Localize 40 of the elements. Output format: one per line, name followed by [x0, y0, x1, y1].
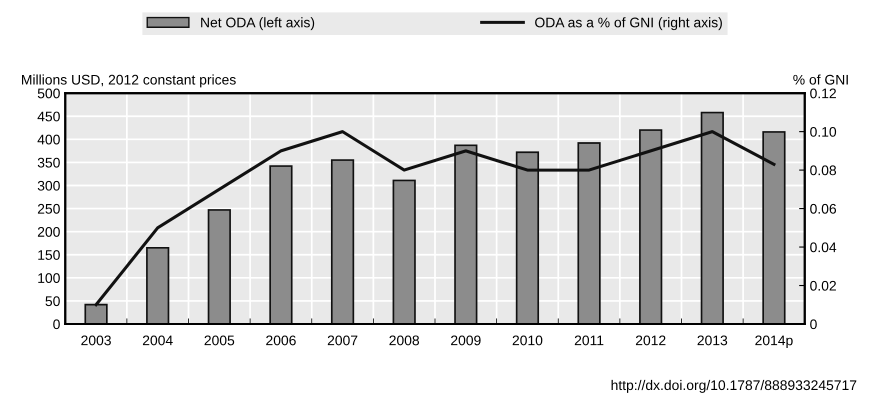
x-tick-label: 2006	[266, 335, 296, 346]
x-tick-label: 2004	[142, 335, 173, 346]
y-tick-label: 150	[38, 250, 60, 260]
y2-tick-label: 0	[810, 319, 817, 330]
x-tick-label: 2012	[636, 335, 666, 346]
x-tick-label: 2013	[698, 335, 728, 346]
x-tick-label: 2011	[574, 335, 604, 346]
y2-tick-label: 0.08	[810, 165, 836, 176]
x-tick-label: 2007	[328, 335, 358, 346]
bar	[392, 180, 416, 324]
bar	[269, 165, 293, 324]
legend-label: ODA as a % of GNI (right axis)	[535, 17, 722, 30]
y-tick-label: 450	[38, 112, 60, 122]
y-tick-label: 200	[38, 226, 60, 237]
bar	[330, 159, 354, 324]
y-tick-label: 50	[45, 296, 60, 306]
x-tick-label: 2003	[81, 335, 111, 346]
bar	[208, 209, 231, 324]
y-tick-label: 400	[38, 134, 60, 144]
y2-tick-label: 0.04	[810, 242, 836, 252]
y-tick-label: 100	[38, 273, 60, 283]
y-axis-title: Millions USD, 2012 constant prices	[22, 74, 236, 88]
text: http://dx.doi.org/10.1787/888933245717	[612, 380, 856, 393]
x-tick-label: 2009	[451, 335, 481, 346]
legend-label: Net ODA (left axis)	[201, 17, 314, 30]
y2-tick-label: 0.02	[810, 280, 836, 291]
x-tick-label: 2005	[204, 335, 234, 346]
y2-tick-label: 0.10	[810, 126, 836, 137]
y-tick-label: 350	[38, 158, 60, 168]
bar	[146, 246, 170, 324]
x-tick-label: 2008	[389, 335, 420, 346]
y2-tick-label: 0.12	[810, 88, 836, 98]
y-tick-label: 250	[38, 204, 60, 214]
x-tick-label: 2014p	[755, 335, 793, 348]
y2-tick-label: 0.06	[810, 204, 836, 214]
y-tick-label: 0	[53, 319, 60, 330]
x-tick-label: 2010	[512, 335, 542, 346]
y2-axis-title: % of GNI	[793, 74, 848, 85]
y-tick-label: 300	[38, 180, 60, 191]
y-tick-label: 500	[38, 88, 60, 98]
